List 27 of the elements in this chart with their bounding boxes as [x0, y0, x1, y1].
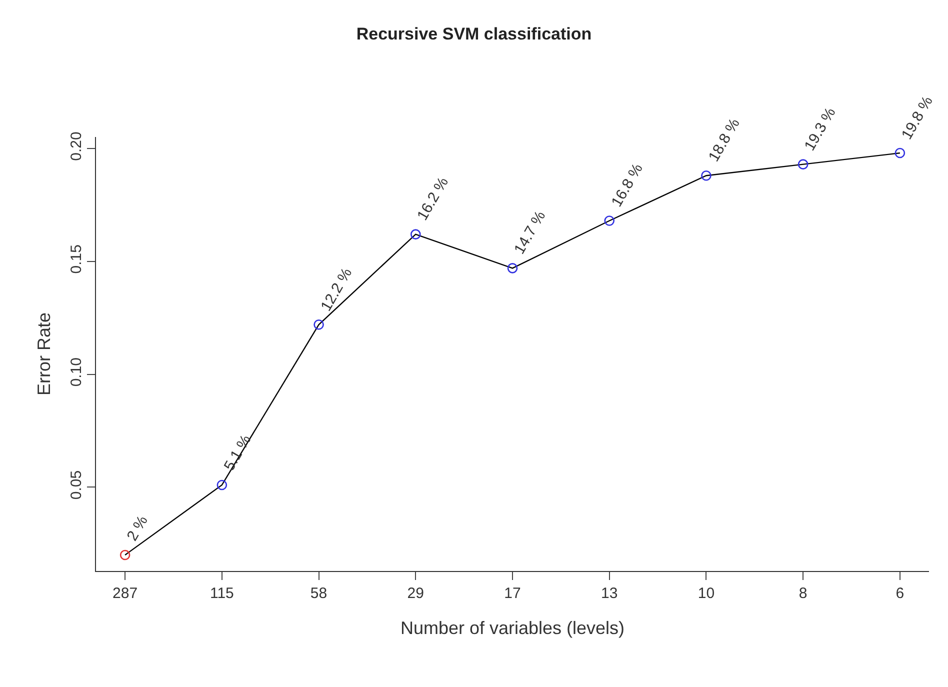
x-tick-label: 13 [601, 585, 618, 602]
data-label: 2 % [124, 512, 152, 544]
x-tick-label: 58 [310, 585, 328, 602]
x-tick-label: 29 [407, 585, 424, 602]
x-tick-label: 17 [504, 585, 521, 602]
x-tick-label: 115 [210, 585, 234, 602]
x-tick-label: 8 [798, 585, 808, 602]
point [507, 263, 518, 274]
point [701, 170, 712, 181]
point [410, 229, 421, 240]
y-tick-label: 0.05 [68, 470, 85, 500]
x-tick-label: 287 [112, 585, 138, 602]
chart-title: Recursive SVM classification [356, 24, 592, 44]
data-label: 5.1 % [220, 432, 255, 474]
x-tick-label: 6 [896, 585, 904, 602]
point [314, 320, 324, 330]
x-axis-title: Number of variables (levels) [400, 618, 625, 638]
point [216, 480, 228, 490]
point [604, 216, 615, 226]
x-tick-label: 10 [698, 585, 715, 602]
point [120, 550, 130, 560]
y-axis-title: Error Rate [34, 312, 54, 396]
point [894, 148, 906, 158]
y-tick-label: 0.10 [68, 357, 85, 387]
y-tick-label: 0.20 [68, 132, 85, 161]
y-tick-label: 0.15 [68, 244, 85, 274]
point [798, 159, 808, 170]
